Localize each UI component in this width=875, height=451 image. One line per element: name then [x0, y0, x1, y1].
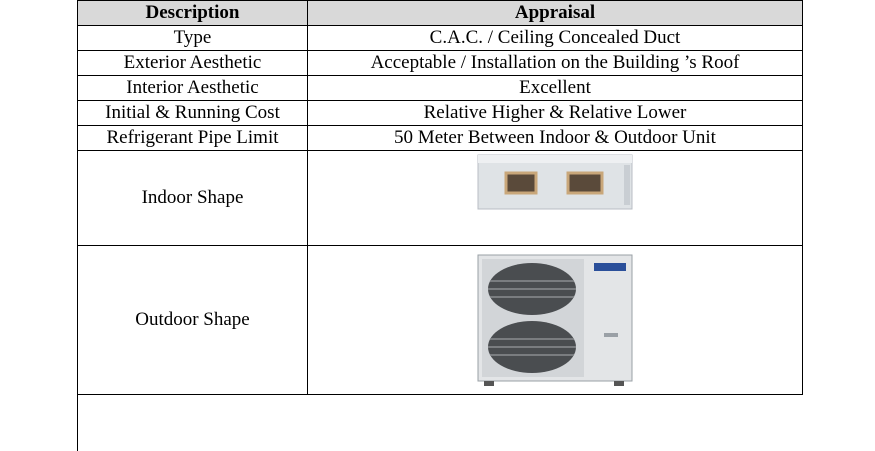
row: Refrigerant Pipe Limit 50 Meter Between …	[77, 125, 803, 151]
cell: 50 Meter Between Indoor & Outdoor Unit	[307, 125, 803, 151]
row: Exterior Aesthetic Acceptable / Installa…	[77, 50, 803, 76]
image-cell	[307, 245, 803, 395]
cell: Refrigerant Pipe Limit	[77, 125, 308, 151]
row: Indoor Shape	[77, 150, 803, 246]
cell: Indoor Shape	[77, 150, 308, 246]
cell: Acceptable / Installation on the Buildin…	[307, 50, 803, 76]
appraisal-table: Description Appraisal Type C.A.C. / Ceil…	[77, 0, 803, 395]
image-cell	[307, 150, 803, 246]
cell: Type	[77, 25, 308, 51]
cell: Exterior Aesthetic	[77, 50, 308, 76]
outdoor-unit-image	[477, 254, 633, 386]
cell: Interior Aesthetic	[77, 75, 308, 101]
header-row: Description Appraisal	[77, 0, 803, 26]
cell: C.A.C. / Ceiling Concealed Duct	[307, 25, 803, 51]
cell: Outdoor Shape	[77, 245, 308, 395]
table-border-tail	[77, 392, 78, 451]
row: Type C.A.C. / Ceiling Concealed Duct	[77, 25, 803, 51]
indoor-unit-image	[477, 154, 633, 210]
row: Outdoor Shape	[77, 245, 803, 395]
cell: Excellent	[307, 75, 803, 101]
row: Interior Aesthetic Excellent	[77, 75, 803, 101]
cell: Initial & Running Cost	[77, 100, 308, 126]
row: Initial & Running Cost Relative Higher &…	[77, 100, 803, 126]
header-cell: Description	[77, 0, 308, 26]
cell: Relative Higher & Relative Lower	[307, 100, 803, 126]
header-cell: Appraisal	[307, 0, 803, 26]
